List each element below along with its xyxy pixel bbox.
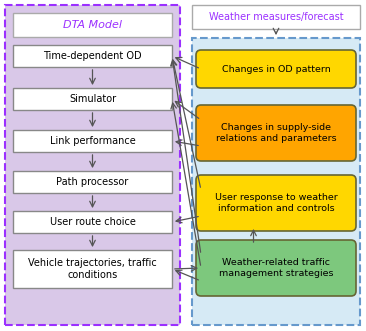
FancyBboxPatch shape bbox=[13, 13, 172, 37]
Text: Simulator: Simulator bbox=[69, 94, 116, 104]
Text: Weather measures/forecast: Weather measures/forecast bbox=[209, 12, 343, 22]
FancyBboxPatch shape bbox=[196, 105, 356, 161]
FancyBboxPatch shape bbox=[196, 240, 356, 296]
Text: Path processor: Path processor bbox=[56, 177, 128, 187]
Text: Vehicle trajectories, traffic
conditions: Vehicle trajectories, traffic conditions bbox=[28, 258, 157, 280]
FancyBboxPatch shape bbox=[192, 5, 360, 29]
FancyBboxPatch shape bbox=[192, 38, 360, 325]
Text: DTA Model: DTA Model bbox=[63, 20, 122, 30]
FancyBboxPatch shape bbox=[13, 171, 172, 193]
FancyBboxPatch shape bbox=[13, 250, 172, 288]
FancyBboxPatch shape bbox=[13, 211, 172, 233]
Text: User route choice: User route choice bbox=[49, 217, 135, 227]
Text: Changes in supply-side
relations and parameters: Changes in supply-side relations and par… bbox=[216, 123, 336, 143]
FancyBboxPatch shape bbox=[196, 50, 356, 88]
FancyBboxPatch shape bbox=[5, 5, 180, 325]
FancyBboxPatch shape bbox=[13, 130, 172, 152]
FancyBboxPatch shape bbox=[196, 175, 356, 231]
Text: Link performance: Link performance bbox=[50, 136, 135, 146]
Text: Weather-related traffic
management strategies: Weather-related traffic management strat… bbox=[219, 258, 333, 278]
Text: User response to weather
information and controls: User response to weather information and… bbox=[214, 193, 337, 213]
FancyBboxPatch shape bbox=[13, 45, 172, 67]
Text: Time-dependent OD: Time-dependent OD bbox=[43, 51, 142, 61]
Text: Changes in OD pattern: Changes in OD pattern bbox=[222, 65, 330, 73]
FancyBboxPatch shape bbox=[13, 88, 172, 110]
